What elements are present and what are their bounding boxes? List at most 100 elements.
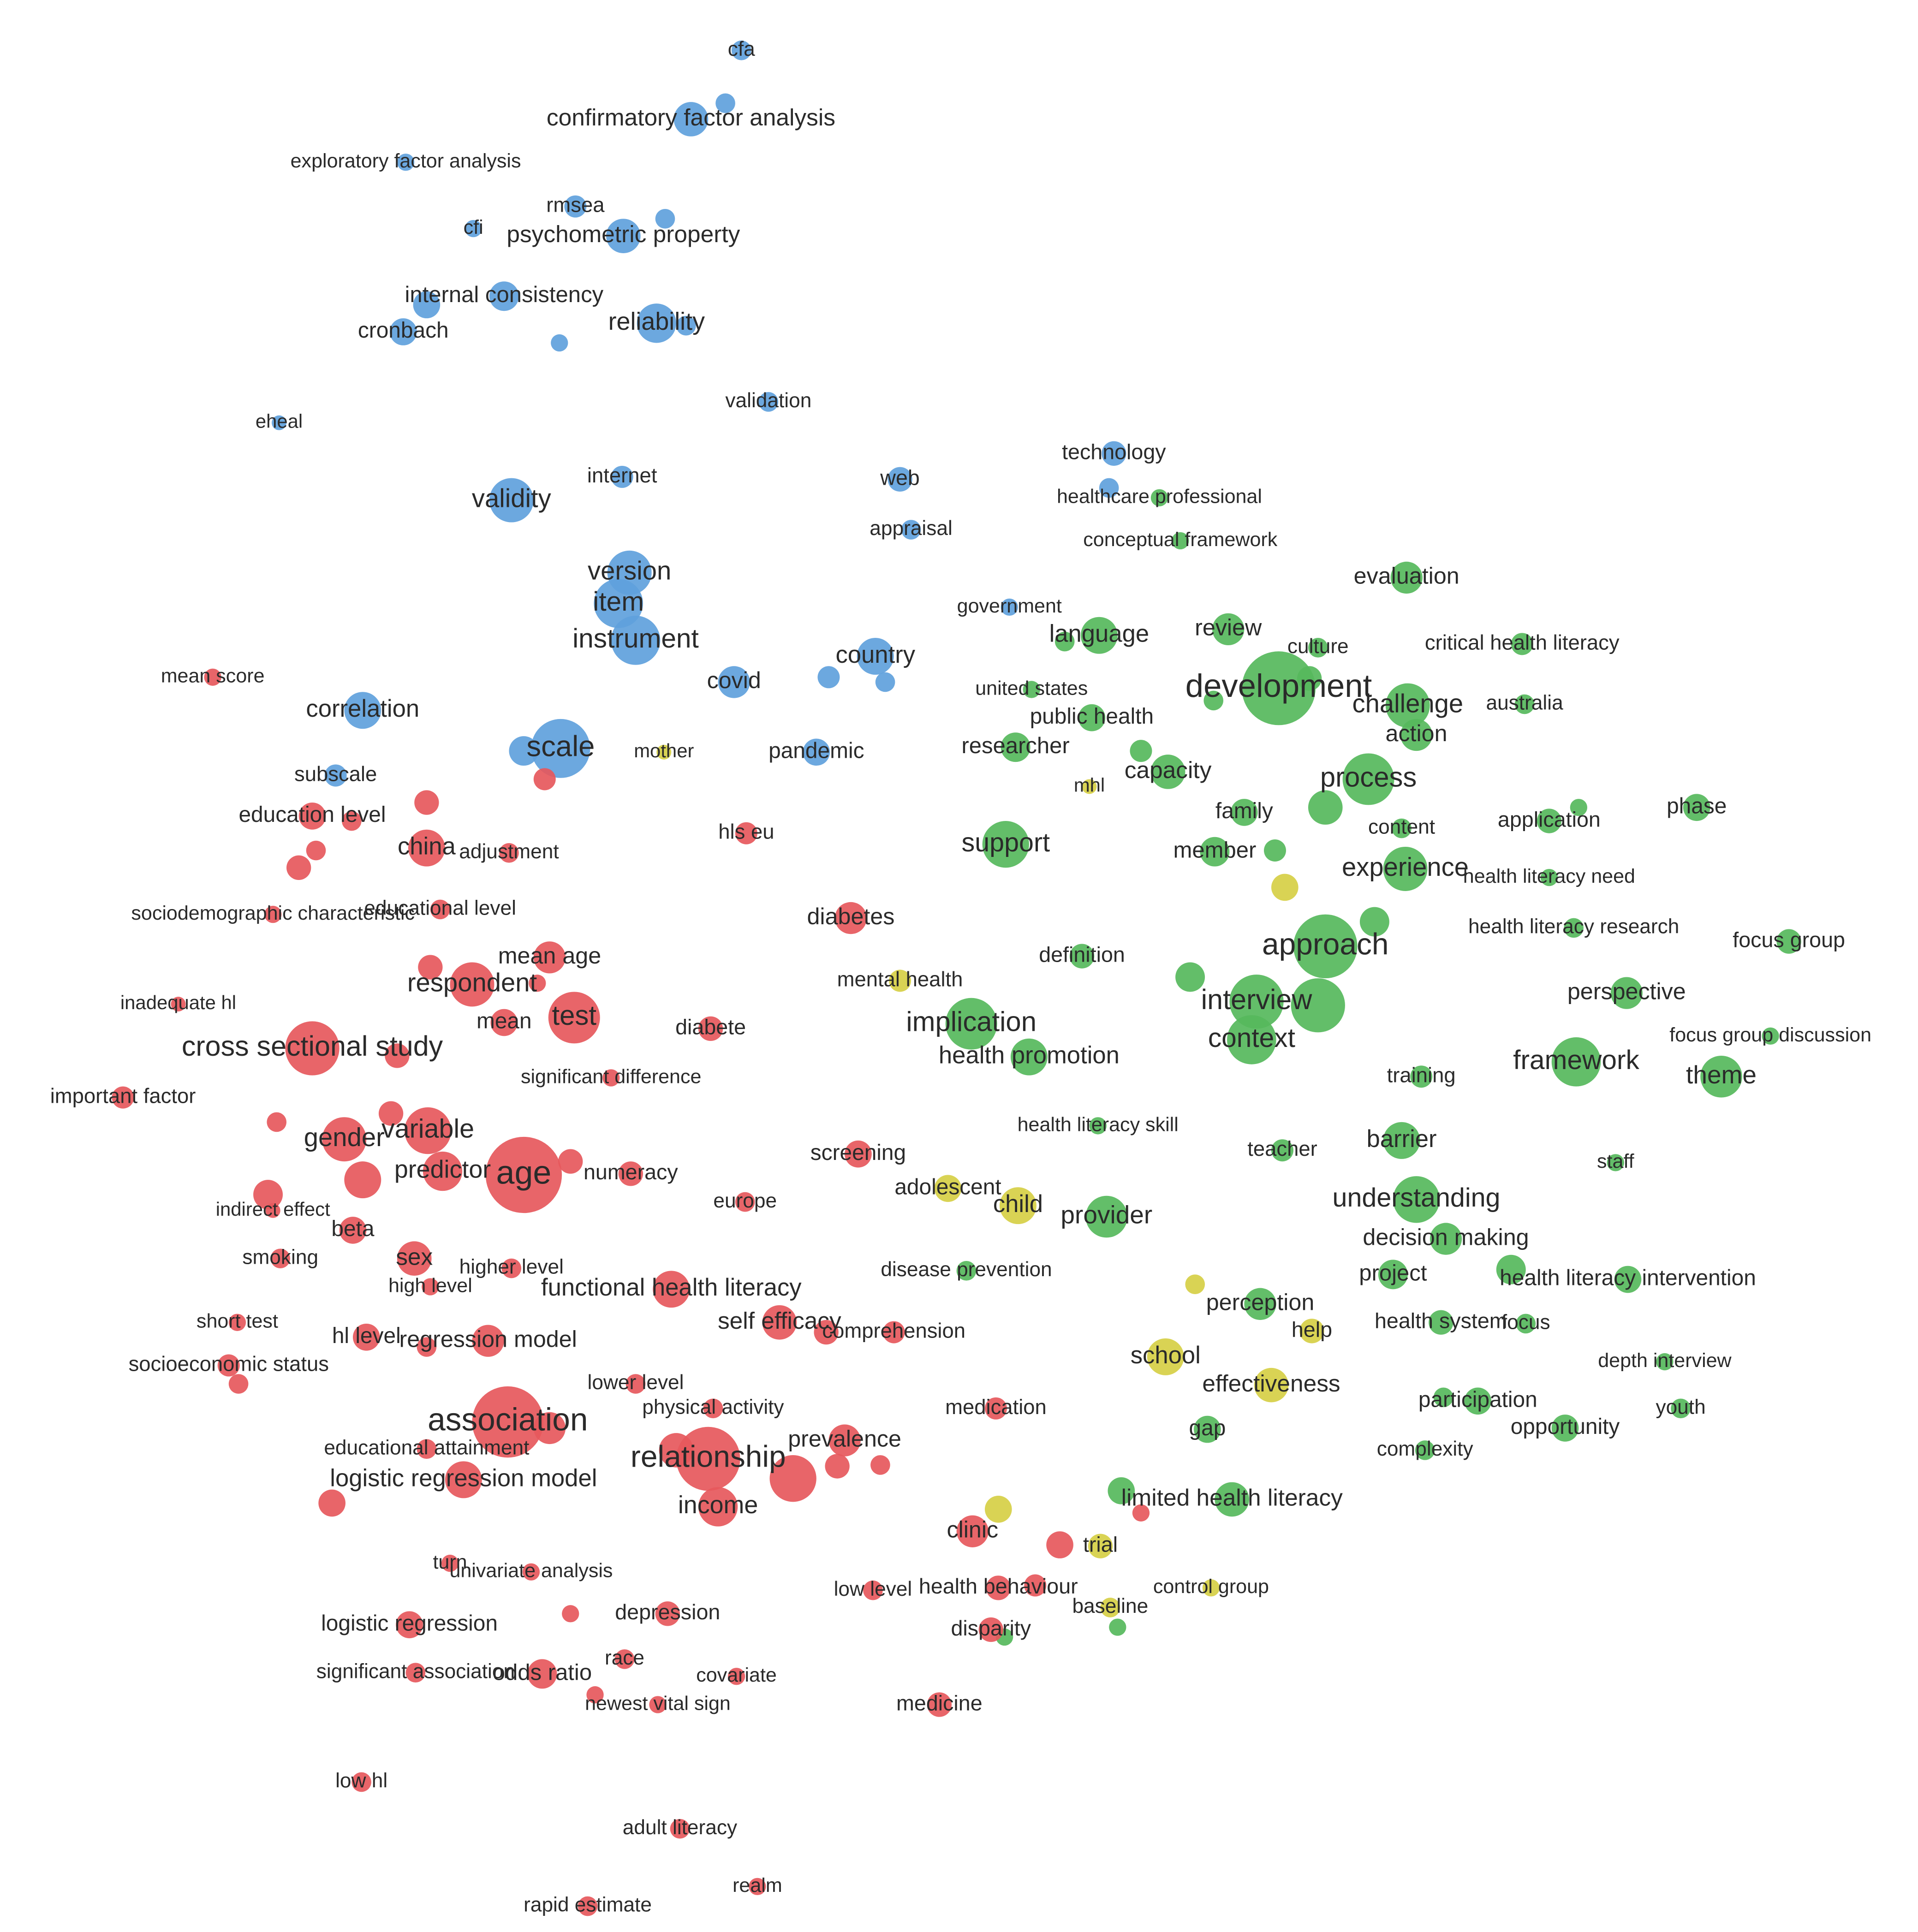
keyword-label: test (552, 1000, 597, 1031)
keyword-label: confirmatory factor analysis (547, 104, 835, 131)
keyword-bubble (441, 1554, 459, 1572)
keyword-label: covid (707, 667, 761, 693)
keyword-bubble (656, 744, 672, 760)
keyword-label: cross sectional study (182, 1030, 443, 1062)
keyword-label: regression model (399, 1326, 577, 1352)
keyword-bubble (676, 315, 696, 336)
keyword-bubble (1359, 907, 1389, 937)
keyword-label: appraisal (870, 517, 953, 540)
keyword-label: adult literacy (623, 1816, 738, 1839)
keyword-label: public health (1030, 704, 1154, 729)
keyword-bubble (445, 1461, 482, 1498)
keyword-label: researcher (961, 733, 1069, 758)
keyword-bubble (228, 1314, 246, 1331)
keyword-label: univariate analysis (449, 1560, 613, 1582)
keyword-bubble (396, 1611, 423, 1639)
keyword-label: educational attainment (324, 1436, 529, 1459)
keyword-bubble (614, 1649, 635, 1669)
keyword-bubble (1024, 1574, 1047, 1597)
keyword-bubble (1415, 1440, 1435, 1460)
keyword-bubble (490, 1009, 518, 1036)
keyword-bubble (324, 764, 347, 787)
keyword-bubble (1231, 799, 1258, 826)
keyword-bubble (228, 1374, 249, 1394)
keyword-bubble (1299, 1319, 1324, 1343)
keyword-label: gender (304, 1123, 385, 1152)
keyword-label: self efficacy (718, 1307, 841, 1334)
keyword-bubble (1511, 633, 1533, 655)
keyword-label: health promotion (939, 1042, 1120, 1069)
keyword-label: race (605, 1647, 644, 1669)
keyword-bubble (769, 1455, 816, 1502)
keyword-label: health behaviour (919, 1574, 1078, 1598)
keyword-bubble (735, 822, 757, 844)
keyword-label: focus group (1733, 928, 1845, 952)
keyword-bubble (703, 1398, 723, 1419)
keyword-bubble (217, 1354, 240, 1377)
keyword-label: educational level (364, 897, 516, 920)
keyword-bubble (1297, 666, 1322, 691)
keyword-label: item (593, 587, 644, 617)
keyword-bubble (267, 1112, 287, 1132)
keyword-label: staff (1597, 1150, 1635, 1172)
keyword-label: youth (1656, 1396, 1705, 1419)
keyword-bubble (934, 1175, 962, 1202)
keyword-bubble (817, 666, 840, 689)
keyword-label: newest vital sign (585, 1692, 731, 1714)
keyword-bubble (670, 1819, 690, 1839)
keyword-label: reliability (608, 308, 705, 335)
keyword-bubble (715, 93, 735, 113)
keyword-bubble (1108, 1477, 1135, 1504)
keyword-label: beta (331, 1217, 374, 1241)
keyword-bubble (1185, 1274, 1205, 1294)
keyword-bubble (404, 1107, 452, 1154)
keyword-bubble (594, 579, 643, 628)
keyword-bubble (1271, 1139, 1293, 1162)
keyword-bubble (1671, 1398, 1691, 1419)
keyword-bubble (1046, 1531, 1073, 1558)
keyword-bubble (1433, 1387, 1453, 1408)
keyword-label: complexity (1377, 1438, 1474, 1460)
keyword-bubble (1109, 1618, 1126, 1636)
keyword-label: mother (634, 740, 694, 761)
keyword-bubble (564, 195, 587, 218)
keyword-bubble (533, 1412, 566, 1445)
keyword-bubble (423, 1151, 463, 1191)
keyword-label: cronbach (358, 318, 449, 343)
keyword-label: government (957, 595, 1062, 617)
keyword-label: mental health (837, 967, 963, 991)
keyword-label: correlation (306, 695, 419, 722)
keyword-label: focus group discussion (1669, 1024, 1871, 1046)
keyword-label: country (835, 641, 915, 668)
keyword-bubble (1293, 914, 1358, 979)
keyword-label: europe (713, 1189, 777, 1212)
keyword-bubble (417, 1439, 437, 1459)
keyword-label: challenge (1352, 689, 1464, 718)
keyword-label: perception (1206, 1290, 1315, 1315)
keyword-bubble (385, 1043, 410, 1068)
keyword-label: focus (1501, 1311, 1550, 1334)
keyword-label: lower level (588, 1371, 684, 1394)
keyword-bubble (270, 1248, 291, 1269)
keyword-bubble (509, 736, 539, 766)
keyword-bubble (253, 1180, 283, 1210)
keyword-bubble (762, 1305, 797, 1340)
keyword-bubble (611, 465, 633, 488)
keyword-label: high level (388, 1274, 472, 1296)
keyword-bubble (430, 899, 450, 920)
keyword-label: important factor (50, 1084, 196, 1108)
keyword-label: understanding (1333, 1183, 1501, 1213)
keyword-label: application (1498, 807, 1601, 831)
keyword-bubble (397, 1241, 432, 1276)
keyword-bubble (522, 1563, 540, 1581)
keyword-label: prevalence (788, 1426, 901, 1451)
keyword-bubble (264, 905, 282, 923)
keyword-bubble (1496, 1254, 1526, 1284)
keyword-label: scale (526, 731, 595, 763)
keyword-label: medicine (896, 1691, 983, 1715)
keyword-bubble (956, 1515, 989, 1547)
keyword-bubble (956, 1261, 977, 1281)
keyword-label: rmsea (546, 193, 605, 217)
keyword-label: interview (1201, 984, 1313, 1015)
keyword-bubble (814, 1320, 839, 1345)
